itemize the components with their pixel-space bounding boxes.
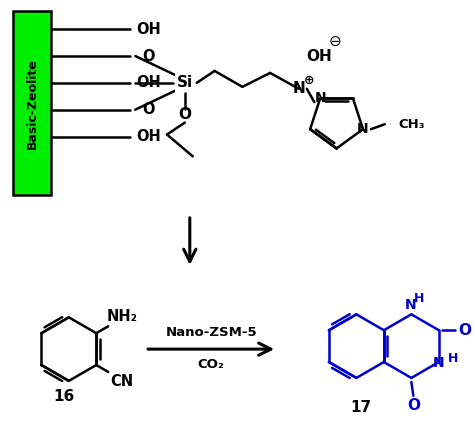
Text: CH₃: CH₃ (399, 118, 425, 131)
Text: N: N (357, 122, 369, 136)
Text: ⊖: ⊖ (328, 34, 341, 49)
Text: Nano-ZSM-5: Nano-ZSM-5 (165, 326, 257, 339)
Text: N: N (433, 356, 445, 370)
Text: O: O (142, 49, 155, 63)
Text: O: O (178, 107, 191, 122)
Text: O: O (407, 398, 420, 413)
Text: N: N (314, 91, 326, 105)
Text: CO₂: CO₂ (198, 357, 225, 371)
Text: 17: 17 (351, 400, 372, 415)
Text: OH: OH (136, 75, 161, 90)
Text: ⊕: ⊕ (303, 73, 314, 86)
Text: Si: Si (177, 75, 193, 90)
Text: 16: 16 (53, 389, 74, 404)
Text: OH: OH (136, 129, 161, 144)
Text: N: N (292, 81, 305, 96)
Text: O: O (142, 102, 155, 117)
Text: Basic-Zeolite: Basic-Zeolite (26, 58, 38, 149)
Text: OH: OH (136, 22, 161, 37)
Bar (13, 12, 51, 195)
Text: N: N (404, 298, 416, 312)
Text: H: H (414, 292, 425, 305)
Text: NH₂: NH₂ (107, 309, 137, 324)
Text: CN: CN (110, 374, 134, 389)
Text: H: H (447, 351, 458, 365)
Text: O: O (458, 323, 471, 338)
Text: OH: OH (306, 49, 332, 63)
